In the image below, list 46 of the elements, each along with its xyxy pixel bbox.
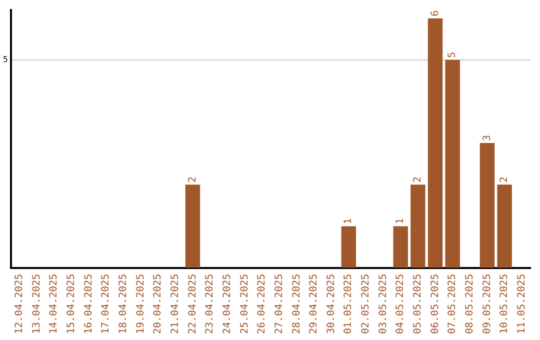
data-label: 2 bbox=[499, 176, 510, 183]
x-tick-label: 09.05.2025 bbox=[482, 274, 493, 334]
x-tick-label: 05.05.2025 bbox=[412, 274, 424, 334]
x-tick-label: 08.05.2025 bbox=[464, 274, 476, 334]
x-tick-label: 17.04.2025 bbox=[100, 274, 112, 334]
data-label: 6 bbox=[430, 10, 441, 16]
bar bbox=[428, 18, 443, 268]
x-tick-label: 06.05.2025 bbox=[430, 274, 441, 334]
x-tick-label: 14.04.2025 bbox=[48, 274, 60, 334]
x-tick-label: 11.05.2025 bbox=[516, 274, 528, 334]
data-label: 1 bbox=[343, 218, 354, 224]
x-tick-label: 30.04.2025 bbox=[326, 274, 337, 334]
data-label: 3 bbox=[482, 135, 493, 142]
bar bbox=[185, 184, 200, 268]
x-tick-label: 03.05.2025 bbox=[378, 274, 389, 334]
bar bbox=[410, 184, 426, 268]
bar bbox=[497, 184, 512, 268]
x-tick-label: 19.04.2025 bbox=[135, 274, 146, 334]
x-tick-label: 13.04.2025 bbox=[31, 274, 42, 334]
x-tick-label: 29.04.2025 bbox=[308, 274, 320, 334]
x-tick-label: 04.05.2025 bbox=[395, 274, 406, 334]
x-tick-label: 18.04.2025 bbox=[118, 274, 130, 334]
x-tick-label: 24.04.2025 bbox=[222, 274, 233, 334]
x-tick-label: 27.04.2025 bbox=[274, 274, 285, 334]
bar bbox=[393, 226, 408, 268]
x-tick-label: 10.05.2025 bbox=[499, 274, 510, 334]
x-tick-label: 20.04.2025 bbox=[152, 274, 164, 334]
bar bbox=[445, 60, 460, 268]
x-tick-label: 25.04.2025 bbox=[239, 274, 250, 334]
x-tick-label: 21.04.2025 bbox=[170, 274, 181, 334]
bar bbox=[341, 226, 356, 268]
x-tick-label: 26.04.2025 bbox=[256, 274, 268, 334]
x-tick-label: 16.04.2025 bbox=[83, 274, 94, 334]
data-label: 5 bbox=[447, 52, 458, 58]
data-label: 1 bbox=[395, 218, 406, 224]
x-tick-label: 12.04.2025 bbox=[14, 274, 26, 334]
x-tick-label: 23.04.2025 bbox=[204, 274, 216, 334]
x-tick-label: 28.04.2025 bbox=[291, 274, 302, 334]
data-label: 2 bbox=[187, 176, 198, 183]
x-tick-label: 07.05.2025 bbox=[447, 274, 458, 334]
x-tick-label: 15.04.2025 bbox=[66, 274, 78, 334]
bar bbox=[480, 143, 495, 268]
data-label: 2 bbox=[412, 176, 424, 183]
x-tick-label: 01.05.2025 bbox=[343, 274, 354, 334]
x-tick-label: 22.04.2025 bbox=[187, 274, 198, 334]
x-tick-label: 02.05.2025 bbox=[360, 274, 372, 334]
